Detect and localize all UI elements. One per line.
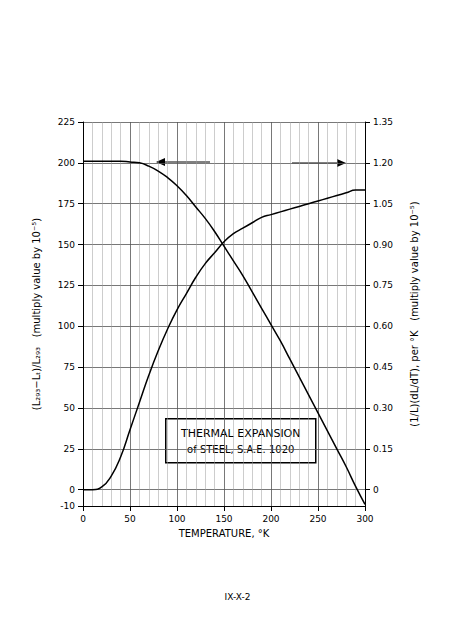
svg-text:0.45: 0.45 [373, 362, 393, 372]
svg-text:0.75: 0.75 [373, 280, 393, 290]
svg-text:of STEEL, S.A.E. 1020: of STEEL, S.A.E. 1020 [187, 444, 295, 456]
svg-text:0.15: 0.15 [373, 444, 393, 454]
svg-text:100: 100 [168, 514, 185, 524]
svg-text:100: 100 [58, 321, 75, 331]
svg-text:150: 150 [215, 514, 232, 524]
svg-text:200: 200 [58, 158, 75, 168]
svg-text:150: 150 [58, 240, 75, 250]
svg-text:-10: -10 [60, 501, 75, 511]
svg-text:IX-X-2: IX-X-2 [225, 592, 251, 602]
svg-text:0.30: 0.30 [373, 403, 393, 413]
svg-text:(1/L)(dL/dT), per °K (multip: (1/L)(dL/dT), per °K (multiply value by … [409, 201, 420, 427]
svg-text:50: 50 [124, 514, 136, 524]
svg-text:1.35: 1.35 [373, 117, 393, 127]
svg-text:225: 225 [58, 117, 75, 127]
svg-text:0: 0 [373, 485, 379, 495]
svg-text:200: 200 [262, 514, 279, 524]
svg-text:1.05: 1.05 [373, 199, 393, 209]
svg-text:0.60: 0.60 [373, 321, 393, 331]
svg-text:THERMAL EXPANSION: THERMAL EXPANSION [180, 427, 301, 440]
svg-text:125: 125 [58, 280, 75, 290]
svg-text:0: 0 [69, 485, 75, 495]
svg-text:300: 300 [356, 514, 373, 524]
svg-text:50: 50 [64, 403, 76, 413]
svg-text:TEMPERATURE, °K: TEMPERATURE, °K [178, 528, 270, 539]
svg-text:175: 175 [58, 199, 75, 209]
svg-text:250: 250 [309, 514, 326, 524]
svg-text:0: 0 [80, 514, 86, 524]
svg-text:1.20: 1.20 [373, 158, 393, 168]
svg-text:0.90: 0.90 [373, 240, 393, 250]
svg-text:75: 75 [64, 362, 75, 372]
svg-text:25: 25 [64, 444, 75, 454]
svg-text:(L₂₉₃−Lₜ)/L₂₉₃ (multiply val: (L₂₉₃−Lₜ)/L₂₉₃ (multiply value by 10⁻⁵) [31, 218, 42, 410]
